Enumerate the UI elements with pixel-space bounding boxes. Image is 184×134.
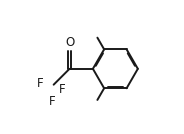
Text: F: F	[59, 83, 66, 96]
Text: F: F	[49, 95, 55, 108]
Text: F: F	[37, 77, 43, 90]
Text: O: O	[65, 36, 74, 49]
